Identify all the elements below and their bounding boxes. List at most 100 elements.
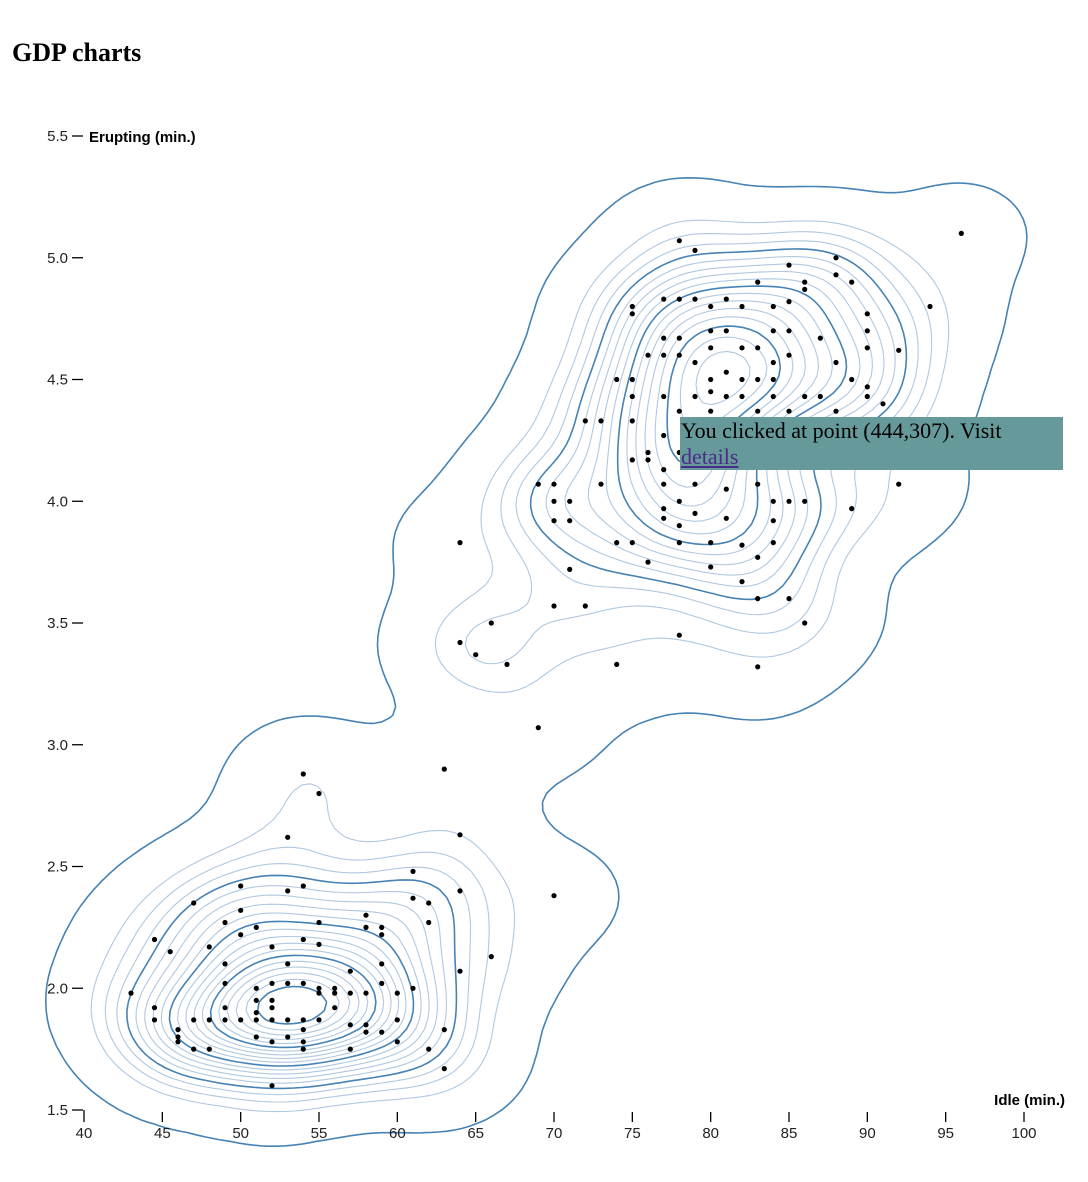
data-point: [379, 980, 385, 987]
data-point: [410, 985, 416, 991]
x-tick-label: 40: [76, 1125, 93, 1142]
data-point: [614, 376, 620, 383]
data-point: [316, 985, 322, 991]
data-point: [285, 961, 291, 967]
data-point: [206, 1017, 212, 1023]
data-point: [676, 335, 682, 341]
data-point: [661, 506, 667, 512]
data-point: [770, 540, 776, 546]
data-point: [535, 481, 541, 487]
data-point: [285, 1017, 291, 1023]
y-tick-label: 4.5: [47, 372, 68, 389]
page-title: GDP charts: [12, 38, 142, 67]
data-point: [755, 596, 761, 602]
data-point: [222, 961, 228, 967]
contour-line: [235, 972, 351, 1036]
data-point: [347, 968, 353, 974]
data-point: [661, 296, 667, 302]
data-point: [692, 247, 698, 253]
data-point: [269, 980, 275, 987]
data-point: [692, 359, 698, 366]
data-point: [253, 1034, 259, 1040]
data-point: [206, 1046, 212, 1052]
data-point: [786, 299, 792, 305]
data-point: [786, 408, 792, 414]
data-point: [222, 919, 228, 926]
data-point: [128, 990, 134, 996]
y-tick-label: 5.5: [47, 128, 68, 145]
data-point: [676, 540, 682, 546]
data-point: [692, 393, 698, 400]
data-point: [817, 393, 823, 400]
data-point: [739, 303, 745, 310]
data-point: [285, 888, 291, 894]
data-point: [833, 359, 839, 366]
data-point: [676, 632, 682, 638]
contour-line: [90, 219, 950, 1113]
data-point: [222, 980, 228, 987]
data-point: [629, 457, 635, 463]
data-point: [692, 481, 698, 487]
data-point: [661, 515, 667, 521]
data-point: [222, 1017, 228, 1023]
data-point: [300, 980, 306, 987]
data-point: [253, 1017, 259, 1023]
data-point: [661, 481, 667, 487]
data-point: [770, 303, 776, 310]
data-point: [802, 286, 808, 292]
data-point: [300, 1027, 306, 1033]
data-point: [802, 498, 808, 504]
y-tick-label: 2.5: [47, 859, 68, 876]
data-point: [833, 272, 839, 278]
data-point: [316, 790, 322, 797]
contour-line: [144, 263, 885, 1079]
data-point: [864, 328, 870, 334]
data-point: [316, 919, 322, 926]
data-point: [582, 603, 588, 609]
data-point: [739, 345, 745, 351]
data-point: [661, 467, 667, 473]
data-point: [880, 401, 886, 407]
data-point: [755, 481, 761, 487]
data-point: [692, 296, 698, 302]
x-tick-label: 70: [546, 1125, 563, 1142]
x-tick-label: 50: [232, 1125, 249, 1142]
contour-line: [104, 231, 933, 1103]
data-point: [551, 603, 557, 609]
data-point: [363, 1029, 369, 1035]
data-point: [645, 457, 651, 463]
contour-line: [45, 177, 1028, 1147]
data-point: [661, 393, 667, 400]
data-point: [802, 620, 808, 626]
data-point: [708, 408, 714, 414]
data-point: [614, 661, 620, 668]
data-point: [151, 1005, 158, 1011]
x-tick-label: 80: [702, 1125, 719, 1142]
data-point: [802, 393, 808, 400]
y-tick-label: 1.5: [47, 1102, 68, 1119]
data-point: [504, 661, 510, 668]
contour-line: [185, 300, 820, 1060]
data-point: [269, 944, 275, 950]
data-point: [151, 1017, 158, 1023]
data-point: [770, 498, 776, 504]
data-point: [300, 883, 306, 889]
data-point: [661, 352, 667, 358]
data-point: [238, 907, 244, 913]
data-point: [347, 990, 353, 996]
contour-line: [218, 336, 768, 1045]
contour-line: [226, 350, 751, 1041]
data-point: [567, 518, 573, 524]
data-point: [708, 376, 714, 383]
data-point: [269, 1083, 275, 1089]
data-point: [253, 985, 259, 991]
data-point: [739, 579, 745, 585]
data-point: [363, 924, 369, 931]
data-point: [708, 303, 714, 310]
data-point: [551, 498, 557, 504]
data-point: [285, 1034, 291, 1040]
details-link[interactable]: details: [681, 444, 739, 469]
data-point: [661, 432, 667, 439]
data-point: [645, 559, 651, 565]
contour-line: [193, 307, 806, 1056]
